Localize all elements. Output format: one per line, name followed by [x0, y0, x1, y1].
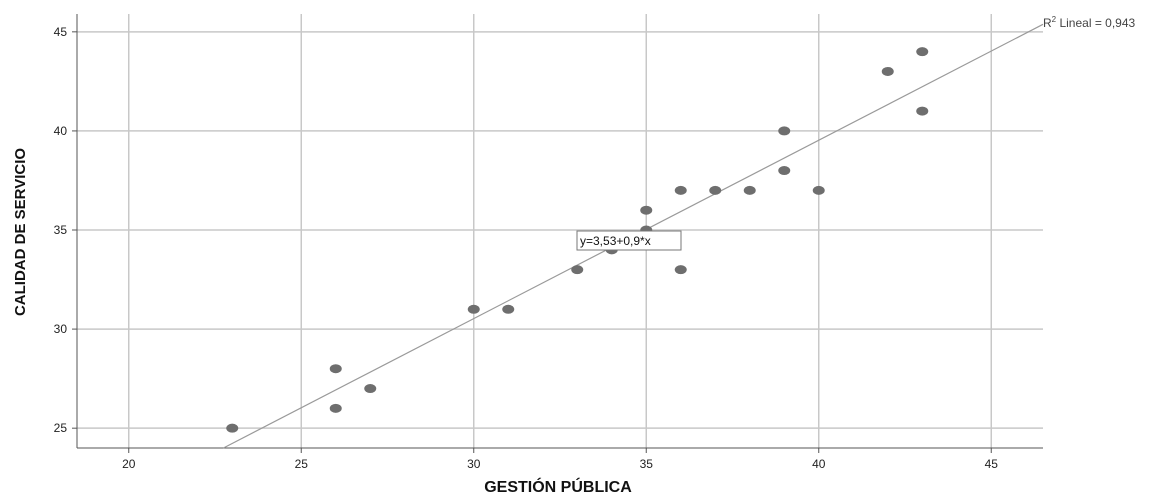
data-point: [364, 384, 377, 394]
data-point: [778, 166, 791, 176]
y-tick-label: 40: [54, 124, 68, 138]
r2-prefix: R: [1043, 16, 1052, 30]
tick-labels: 20 25 30 35 40 45 25 30 35 40 45: [54, 25, 999, 471]
data-point: [674, 265, 687, 275]
data-point: [226, 423, 239, 433]
equation-text: y=3,53+0,9*x: [580, 234, 651, 248]
y-tick-label: 35: [54, 223, 68, 237]
data-point: [812, 185, 825, 195]
data-points: [226, 47, 929, 433]
x-tick-label: 25: [295, 457, 309, 471]
data-point: [674, 185, 687, 195]
axes: [72, 14, 1043, 453]
data-point: [502, 304, 515, 314]
r2-text: Lineal = 0,943: [1056, 16, 1135, 30]
x-tick-label: 20: [122, 457, 136, 471]
equation-label: y=3,53+0,9*x: [576, 230, 682, 251]
data-point: [916, 47, 929, 57]
data-point: [778, 126, 791, 136]
x-axis-title: GESTIÓN PÚBLICA: [484, 477, 632, 496]
x-tick-label: 30: [467, 457, 481, 471]
x-tick-label: 35: [640, 457, 654, 471]
r2-annotation: R2 Lineal = 0,943: [1043, 15, 1136, 30]
x-tick-label: 45: [985, 457, 999, 471]
y-tick-label: 45: [54, 25, 68, 39]
data-point: [743, 185, 756, 195]
data-point: [640, 205, 653, 215]
y-axis-title: CALIDAD DE SERVICIO: [12, 148, 29, 316]
equation-box: [576, 230, 682, 251]
grid: [77, 14, 1043, 448]
data-point: [467, 304, 480, 314]
data-point: [916, 106, 929, 116]
data-point: [329, 403, 342, 413]
y-tick-label: 25: [54, 421, 68, 435]
data-point: [571, 265, 584, 275]
x-tick-label: 40: [812, 457, 826, 471]
r2-superscript: 2: [1052, 15, 1057, 24]
data-point: [329, 364, 342, 374]
data-point: [709, 185, 722, 195]
y-tick-label: 30: [54, 322, 68, 336]
data-point: [881, 66, 894, 76]
